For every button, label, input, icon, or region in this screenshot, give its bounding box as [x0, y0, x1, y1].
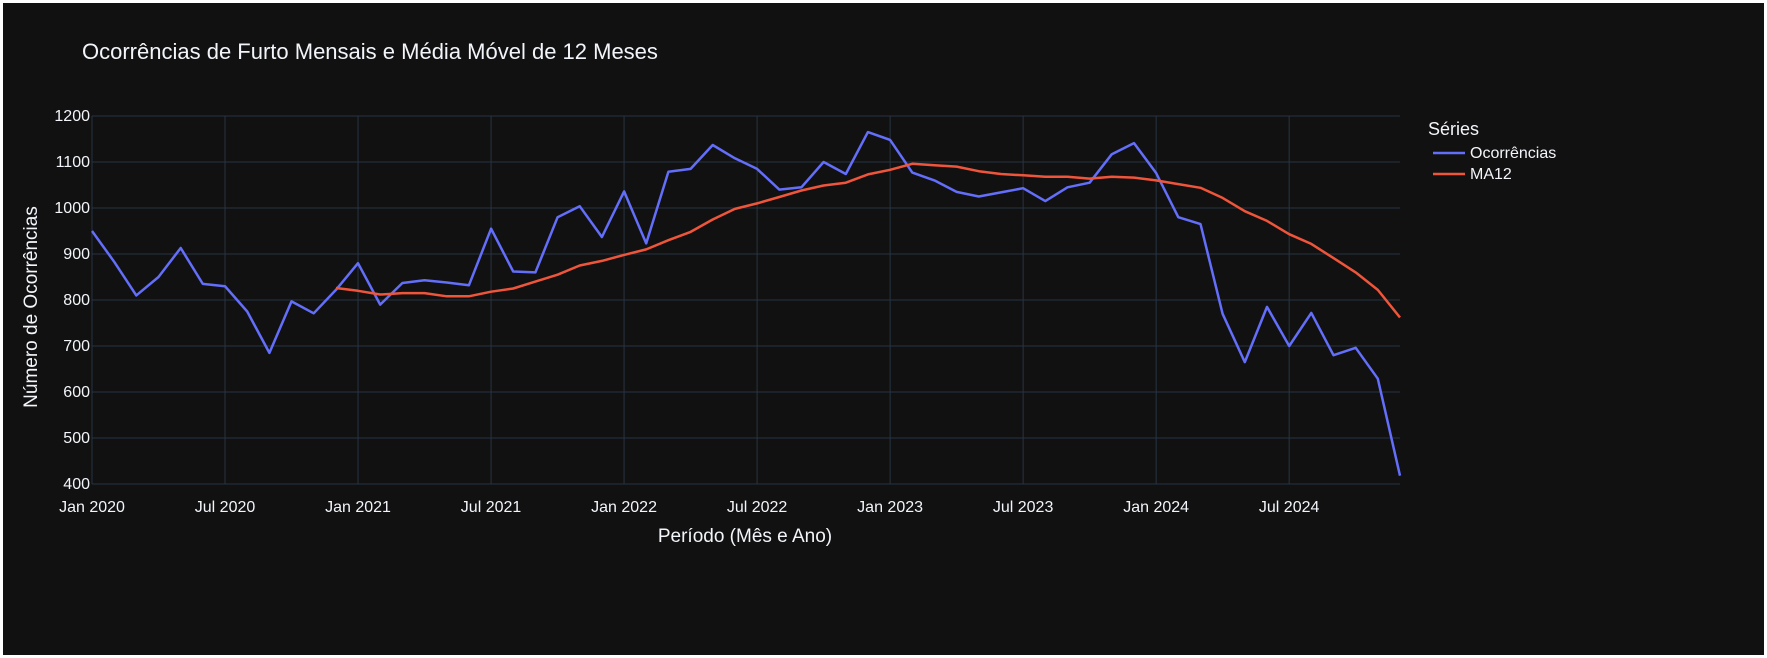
x-tick-labels: Jan 2020 Jul 2020 Jan 2021 Jul 2021 Jan 2022…: [59, 499, 1319, 516]
y-tick-label: 900: [63, 246, 90, 263]
x-tick-label: Jan 2024: [1123, 499, 1189, 516]
y-tick-label: 1100: [56, 154, 91, 171]
series-line-ocorrencias: [90, 130, 1402, 476]
grid: [91, 115, 1400, 485]
legend-label-ma12: MA12: [1470, 166, 1512, 183]
series-line-ma12: [335, 162, 1401, 319]
x-tick-label: Jul 2022: [727, 499, 788, 516]
legend: Séries Ocorrências MA12: [1428, 119, 1556, 183]
chart-frame: 400 500 600 700 800 900 1000 1100 1200 Jan 2020 J…: [3, 3, 1764, 655]
y-axis-title: Número de Ocorrências: [21, 206, 42, 408]
x-tick-label: Jul 2021: [461, 499, 522, 516]
legend-title: Séries: [1428, 119, 1479, 139]
legend-label-ocorrencias: Ocorrências: [1470, 145, 1556, 162]
x-tick-label: Jan 2021: [325, 499, 391, 516]
series-lines: [90, 130, 1402, 476]
x-tick-label: Jul 2024: [1259, 499, 1320, 516]
x-tick-label: Jan 2022: [591, 499, 657, 516]
y-tick-label: 1000: [54, 200, 90, 217]
y-tick-label: 700: [63, 338, 90, 355]
y-tick-label: 400: [63, 476, 90, 493]
x-tick-label: Jan 2020: [59, 499, 125, 516]
x-tick-label: Jan 2023: [857, 499, 923, 516]
y-tick-label: 1200: [54, 108, 90, 125]
y-tick-label: 800: [63, 292, 90, 309]
y-tick-label: 600: [63, 384, 90, 401]
y-tick-labels: 400 500 600 700 800 900 1000 1100 1200: [54, 108, 90, 493]
x-axis-title: Período (Mês e Ano): [658, 526, 832, 547]
x-tick-label: Jul 2020: [195, 499, 256, 516]
x-tick-label: Jul 2023: [993, 499, 1054, 516]
y-tick-label: 500: [63, 430, 90, 447]
chart-title: Ocorrências de Furto Mensais e Média Móv…: [82, 39, 658, 64]
